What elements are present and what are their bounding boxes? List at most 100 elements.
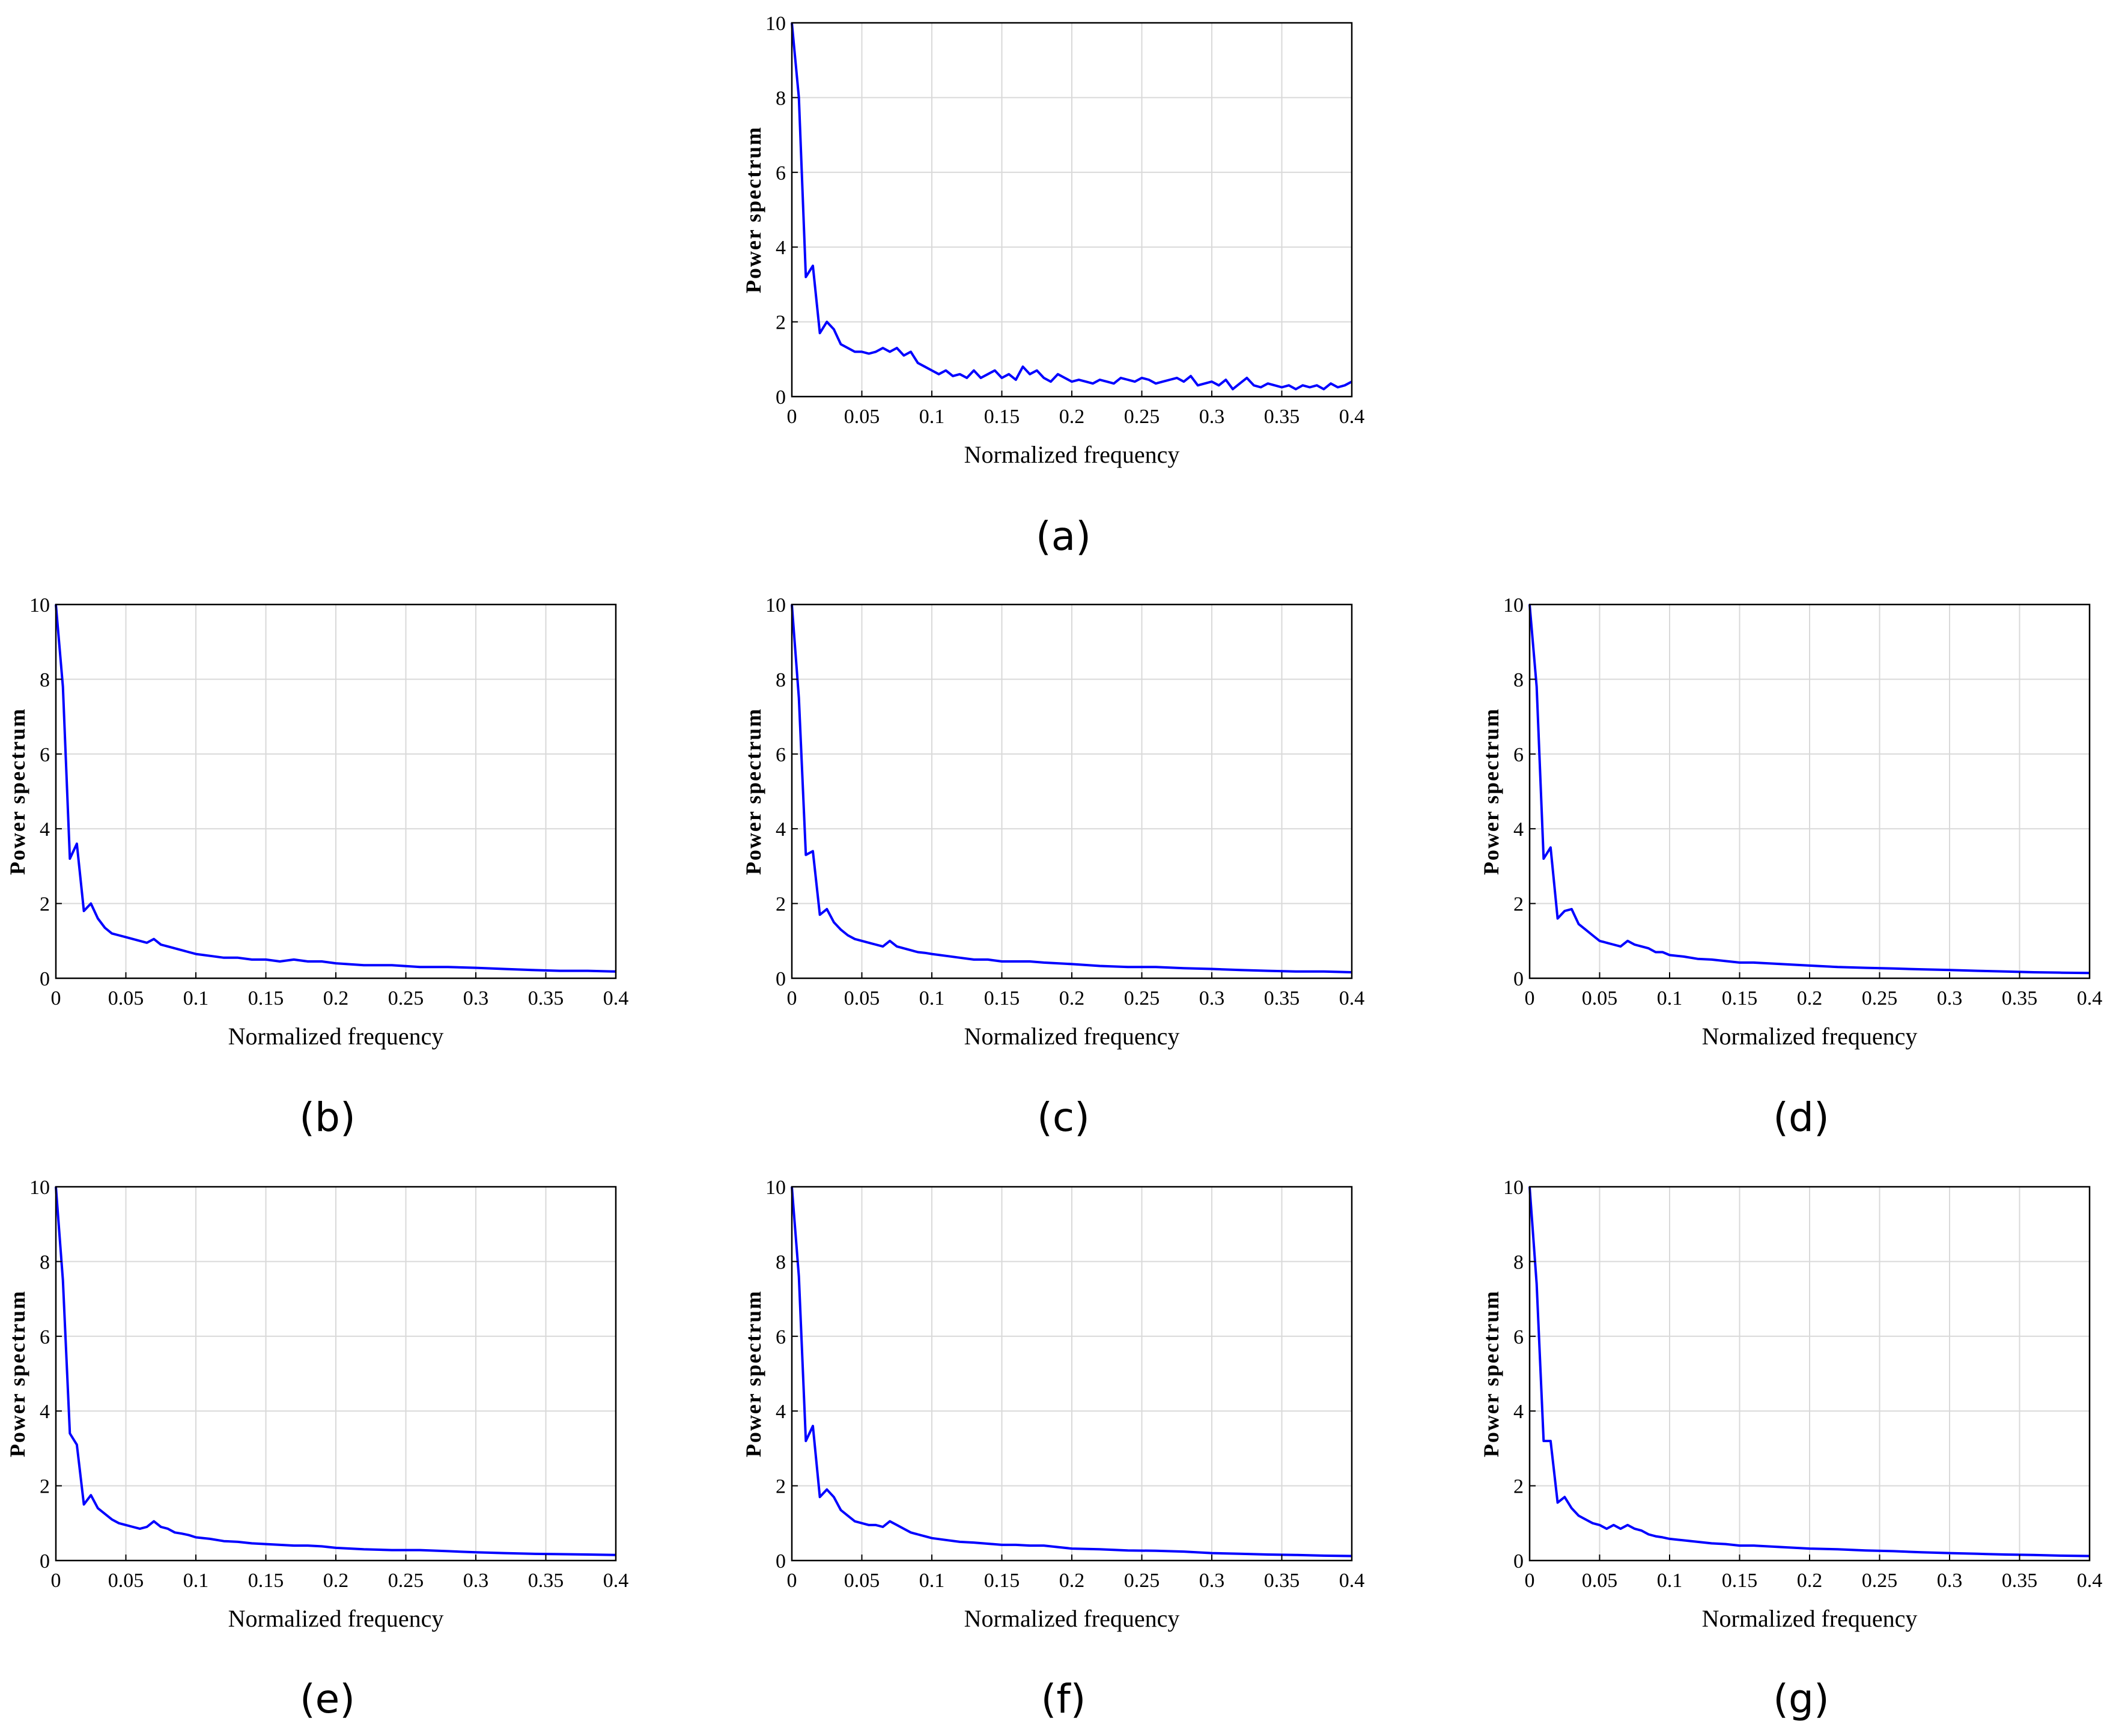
x-tick-label: 0 [1525, 1570, 1535, 1592]
x-tick-label: 0.35 [528, 1570, 564, 1592]
panel-caption: (e) [300, 1676, 355, 1722]
x-tick-label: 0.15 [1722, 1570, 1758, 1592]
y-tick-label: 8 [1513, 1251, 1524, 1273]
series-line [791, 22, 1352, 391]
chart-panel-6: 0 0.05 0.1 0.15 0.2 0.25 0.3 0.35 0.4 0 2 4 6 8 10 Norm… [1479, 1177, 2102, 1722]
x-axis-label: Normalized frequency [228, 1605, 444, 1632]
x-axis-label: Normalized frequency [1702, 1605, 1918, 1632]
x-tick-label: 0.35 [528, 987, 564, 1010]
y-tick-label: 2 [776, 1476, 786, 1498]
x-tick-label: 0 [1525, 987, 1535, 1010]
x-tick-label: 0.1 [919, 406, 945, 428]
x-tick-label: 0.1 [919, 1570, 945, 1592]
chart-panel-3: 0 0.05 0.1 0.15 0.2 0.25 0.3 0.35 0.4 0 2 4 6 8 10 Norm… [1479, 594, 2102, 1141]
x-tick-label: 0.25 [1124, 406, 1160, 428]
y-tick-label: 2 [1513, 894, 1524, 916]
panel-caption: (g) [1773, 1676, 1829, 1722]
y-tick-label: 10 [1503, 594, 1524, 617]
y-tick-label: 4 [1513, 818, 1524, 841]
y-axis-label: Power spectrum [741, 126, 765, 293]
chart-panel-0: 0 0.05 0.1 0.15 0.2 0.25 0.3 0.35 0.4 0 2 4 6 8 10 Norm… [741, 13, 1364, 559]
x-tick-label: 0.2 [1059, 406, 1085, 428]
x-tick-label: 0.15 [984, 1570, 1020, 1592]
x-tick-label: 0.3 [1199, 1570, 1225, 1592]
y-tick-label: 10 [765, 594, 786, 617]
x-tick-label: 0.4 [2077, 1570, 2103, 1592]
y-tick-label: 8 [776, 1251, 786, 1273]
x-axis-label: Normalized frequency [964, 1023, 1180, 1050]
series-line [791, 604, 1352, 973]
x-tick-label: 0.2 [323, 1570, 349, 1592]
y-tick-label: 0 [1513, 1550, 1524, 1573]
y-tick-label: 4 [776, 818, 786, 841]
x-tick-label: 0.2 [1797, 1570, 1823, 1592]
x-tick-label: 0.25 [1862, 1570, 1898, 1592]
x-tick-label: 0.3 [1937, 987, 1963, 1010]
series-line [55, 1186, 616, 1556]
x-tick-label: 0.3 [1199, 987, 1225, 1010]
x-tick-label: 0.35 [1264, 1570, 1300, 1592]
x-tick-label: 0.15 [248, 987, 284, 1010]
x-tick-label: 0.4 [603, 1570, 629, 1592]
x-tick-label: 0.1 [1657, 1570, 1683, 1592]
x-tick-label: 0.25 [388, 1570, 424, 1592]
x-tick-label: 0.25 [1124, 1570, 1160, 1592]
x-tick-label: 0.1 [183, 987, 209, 1010]
y-tick-label: 8 [776, 669, 786, 691]
panel-caption: (b) [299, 1094, 355, 1141]
y-tick-label: 8 [40, 1251, 50, 1273]
x-tick-label: 0 [787, 1570, 797, 1592]
y-tick-label: 6 [1513, 1326, 1524, 1348]
x-tick-label: 0.05 [844, 987, 880, 1010]
y-tick-label: 10 [765, 1177, 786, 1199]
y-axis-label: Power spectrum [5, 708, 29, 875]
y-tick-label: 0 [776, 1550, 786, 1573]
x-tick-label: 0.15 [984, 406, 1020, 428]
y-tick-label: 2 [40, 894, 50, 916]
x-tick-label: 0.05 [1582, 1570, 1618, 1592]
y-tick-label: 10 [1503, 1177, 1524, 1199]
x-tick-label: 0.3 [463, 1570, 489, 1592]
y-tick-label: 0 [776, 968, 786, 990]
x-tick-label: 0.05 [844, 406, 880, 428]
x-tick-label: 0.05 [1582, 987, 1618, 1010]
x-tick-label: 0.25 [1124, 987, 1160, 1010]
y-tick-label: 10 [29, 594, 50, 617]
y-tick-label: 4 [776, 237, 786, 259]
x-tick-label: 0 [51, 1570, 61, 1592]
x-tick-label: 0.2 [1059, 1570, 1085, 1592]
series-line [1528, 604, 2090, 975]
panel-caption: (f) [1041, 1676, 1086, 1722]
x-tick-label: 0.2 [1059, 987, 1085, 1010]
y-tick-label: 6 [776, 162, 786, 184]
x-tick-label: 0.15 [1722, 987, 1758, 1010]
y-tick-label: 0 [776, 386, 786, 409]
y-tick-label: 4 [40, 1401, 50, 1423]
series-line [55, 604, 616, 973]
y-tick-label: 8 [1513, 669, 1524, 691]
x-tick-label: 0.4 [1339, 406, 1365, 428]
chart-panel-4: 0 0.05 0.1 0.15 0.2 0.25 0.3 0.35 0.4 0 2 4 6 8 10 Norm… [5, 1177, 628, 1722]
x-tick-label: 0.35 [1264, 406, 1300, 428]
x-tick-label: 0.1 [919, 987, 945, 1010]
x-tick-label: 0.1 [183, 1570, 209, 1592]
x-tick-label: 0.25 [388, 987, 424, 1010]
y-tick-label: 2 [40, 1476, 50, 1498]
x-tick-label: 0.15 [984, 987, 1020, 1010]
x-tick-label: 0.1 [1657, 987, 1683, 1010]
x-tick-label: 0 [51, 987, 61, 1010]
y-tick-label: 6 [40, 1326, 50, 1348]
y-tick-label: 2 [1513, 1476, 1524, 1498]
y-axis-label: Power spectrum [5, 1290, 29, 1457]
y-axis-label: Power spectrum [1479, 708, 1503, 875]
y-tick-label: 8 [40, 669, 50, 691]
x-tick-label: 0 [787, 406, 797, 428]
y-tick-label: 8 [776, 87, 786, 109]
x-tick-label: 0.35 [2002, 987, 2038, 1010]
chart-panel-1: 0 0.05 0.1 0.15 0.2 0.25 0.3 0.35 0.4 0 2 4 6 8 10 Norm… [5, 594, 628, 1141]
panel-caption: (d) [1773, 1094, 1829, 1141]
x-axis-label: Normalized frequency [228, 1023, 444, 1050]
x-tick-label: 0.4 [1339, 987, 1365, 1010]
x-tick-label: 0.4 [2077, 987, 2103, 1010]
y-tick-label: 0 [1513, 968, 1524, 990]
